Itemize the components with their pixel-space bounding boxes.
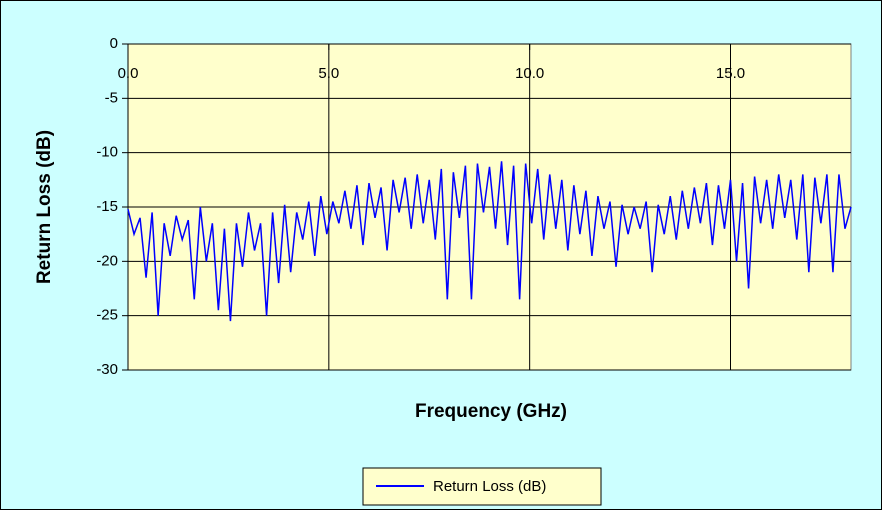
legend-label: Return Loss (dB) bbox=[433, 478, 546, 495]
x-tick-label: 10.0 bbox=[515, 65, 544, 82]
y-tick-label: -10 bbox=[96, 144, 118, 161]
x-tick-label: 5.0 bbox=[318, 65, 339, 82]
y-tick-label: -25 bbox=[96, 307, 118, 324]
y-tick-label: -30 bbox=[96, 361, 118, 378]
y-tick-label: -15 bbox=[96, 198, 118, 215]
x-axis-title: Frequency (GHz) bbox=[415, 401, 567, 422]
y-tick-label: 0 bbox=[110, 35, 118, 52]
x-tick-label: 15.0 bbox=[716, 65, 745, 82]
y-axis-title: Return Loss (dB) bbox=[34, 130, 55, 284]
data-line bbox=[127, 161, 852, 322]
y-tick-label: -20 bbox=[96, 252, 118, 269]
y-tick-label: -5 bbox=[105, 89, 118, 106]
